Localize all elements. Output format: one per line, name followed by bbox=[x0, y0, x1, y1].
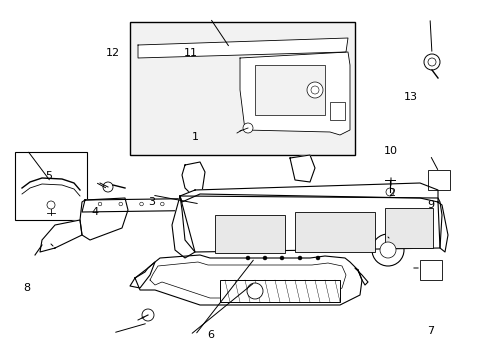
Text: 12: 12 bbox=[105, 48, 119, 58]
Polygon shape bbox=[138, 38, 347, 58]
Polygon shape bbox=[40, 220, 82, 252]
Bar bbox=[419, 260, 441, 280]
Text: 3: 3 bbox=[148, 197, 155, 207]
Polygon shape bbox=[180, 183, 437, 202]
Polygon shape bbox=[437, 202, 447, 252]
Circle shape bbox=[379, 242, 395, 258]
Polygon shape bbox=[130, 262, 155, 288]
Polygon shape bbox=[172, 196, 195, 258]
Polygon shape bbox=[180, 196, 441, 252]
Circle shape bbox=[245, 256, 249, 260]
Text: 2: 2 bbox=[387, 188, 394, 198]
Bar bbox=[215, 215, 285, 253]
Circle shape bbox=[297, 256, 302, 260]
Circle shape bbox=[423, 54, 439, 70]
Polygon shape bbox=[289, 155, 314, 182]
Circle shape bbox=[385, 188, 393, 196]
Circle shape bbox=[310, 86, 318, 94]
Text: 8: 8 bbox=[23, 283, 30, 293]
Bar bbox=[15, 152, 87, 220]
Polygon shape bbox=[82, 196, 384, 212]
Polygon shape bbox=[135, 255, 361, 305]
Circle shape bbox=[427, 58, 435, 66]
Text: 9: 9 bbox=[426, 200, 433, 210]
Polygon shape bbox=[240, 52, 349, 135]
Circle shape bbox=[47, 201, 55, 209]
Bar bbox=[130, 22, 354, 155]
Polygon shape bbox=[354, 268, 367, 285]
Text: 13: 13 bbox=[403, 92, 417, 102]
Bar bbox=[384, 208, 432, 248]
Text: 5: 5 bbox=[45, 171, 52, 181]
Circle shape bbox=[306, 82, 323, 98]
Text: 10: 10 bbox=[384, 146, 397, 156]
Circle shape bbox=[246, 283, 263, 299]
Text: 6: 6 bbox=[206, 330, 213, 340]
Text: 7: 7 bbox=[426, 326, 433, 336]
Text: 1: 1 bbox=[192, 132, 199, 142]
Circle shape bbox=[103, 182, 113, 192]
Bar bbox=[254, 65, 325, 115]
Circle shape bbox=[142, 309, 154, 321]
Circle shape bbox=[280, 256, 284, 260]
Text: 11: 11 bbox=[183, 48, 197, 58]
Circle shape bbox=[263, 256, 266, 260]
Circle shape bbox=[243, 123, 252, 133]
Bar bbox=[294, 212, 374, 252]
Bar bbox=[329, 102, 345, 120]
Circle shape bbox=[371, 234, 403, 266]
Polygon shape bbox=[80, 198, 128, 240]
Circle shape bbox=[315, 256, 319, 260]
Bar bbox=[220, 280, 339, 302]
Text: 4: 4 bbox=[92, 207, 99, 217]
Bar bbox=[427, 170, 449, 190]
Polygon shape bbox=[182, 162, 204, 198]
